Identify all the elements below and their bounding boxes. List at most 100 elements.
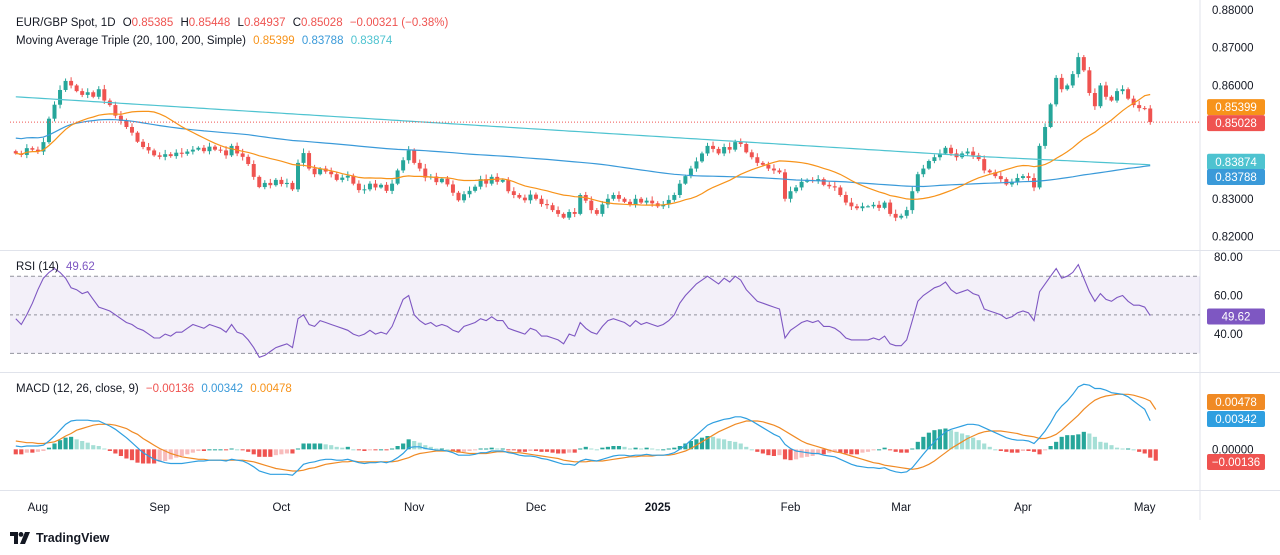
macd-histogram-bar [1054, 441, 1059, 450]
price-chart[interactable]: 0.880000.870000.860000.850000.840000.830… [0, 0, 1280, 250]
macd-histogram-bar [589, 448, 594, 450]
candle-body [168, 154, 173, 157]
candle-body [705, 145, 710, 154]
time-axis-tick: May [1134, 502, 1156, 514]
candle-body [473, 186, 478, 191]
time-axis-tick: 2025 [645, 502, 671, 514]
macd-histogram-bar [63, 437, 68, 450]
macd-histogram-bar [578, 448, 583, 450]
macd-chart-svg[interactable]: 0.00000 0.00478 0.00342 −0.00136 [0, 372, 1280, 490]
candle-body [965, 151, 970, 154]
candle-body [395, 170, 400, 184]
macd-histogram-bar [816, 449, 821, 455]
macd-histogram-bar [157, 449, 162, 462]
candle-body [212, 146, 217, 150]
macd-histogram-bar [1043, 449, 1048, 451]
candle-body [998, 176, 1003, 180]
ma-legend-label: Moving Average Triple (20, 100, 200, Sim… [16, 35, 246, 47]
macd-histogram-bar [699, 437, 705, 450]
macd-histogram-bar [246, 449, 251, 452]
macd-histogram-bar [500, 448, 505, 450]
candle-body [1020, 176, 1025, 178]
candle-body [224, 150, 229, 156]
macd-histogram-bar [152, 449, 157, 464]
macd-histogram-bar [323, 444, 328, 450]
candle-body [578, 195, 583, 214]
candle-body [13, 151, 18, 154]
candle-body [356, 183, 361, 191]
macd-signal-value: 0.00478 [250, 383, 292, 395]
time-axis-tick: Sep [149, 502, 169, 514]
macd-histogram-bar [888, 449, 893, 451]
macd-histogram-bar [1009, 449, 1014, 453]
candle-body [589, 200, 594, 211]
macd-histogram-bar [329, 445, 334, 450]
macd-histogram-bar [279, 449, 284, 455]
candle-body [788, 191, 793, 199]
candle-body [910, 191, 915, 211]
macd-histogram-bar [423, 445, 428, 450]
candle-body [439, 178, 444, 183]
macd-histogram-bar [1137, 449, 1142, 452]
candle-body [318, 168, 323, 175]
macd-histogram-bar [445, 449, 450, 451]
candle-body [1131, 98, 1136, 106]
candle-body [556, 210, 561, 214]
macd-histogram-bar [1109, 445, 1114, 450]
rsi-line [15, 263, 1151, 358]
candle-body [1015, 178, 1020, 182]
macd-histogram-bar [965, 435, 970, 450]
candle-body [694, 161, 699, 169]
candle-body [290, 182, 295, 190]
macd-histogram-bar [489, 447, 494, 450]
macd-histogram-bar [865, 449, 871, 452]
rsi-legend: RSI (14) 49.62 [16, 258, 99, 276]
candle-body [279, 179, 284, 185]
rsi-badge-bg [1207, 308, 1265, 325]
macd-histogram-bar [627, 448, 633, 450]
macd-histogram-bar [1070, 435, 1075, 450]
macd-histogram-bar [854, 449, 860, 455]
price-y-tick: 0.87000 [1212, 43, 1254, 55]
time-axis-svg[interactable]: Aug Sep Oct Nov Dec 2025 Feb Mar Apr May [0, 490, 1280, 520]
macd-histogram-bar [766, 449, 771, 456]
macd-histogram-bar [871, 449, 876, 451]
candle-body [284, 182, 289, 185]
macd-histogram-bar [284, 449, 290, 454]
price-chart-svg[interactable]: 0.880000.870000.860000.850000.840000.830… [0, 0, 1280, 250]
candle-body [91, 92, 96, 97]
candle-body [838, 187, 843, 195]
macd-histogram-bar [74, 439, 79, 450]
candle-body [982, 159, 987, 171]
price-legend: EUR/GBP Spot, 1D O0.85385 H0.85448 L0.84… [16, 14, 452, 32]
candles [13, 52, 1153, 222]
macd-chart[interactable]: 0.00000 0.00478 0.00342 −0.00136 [0, 372, 1280, 490]
candle-body [152, 150, 157, 156]
macd-badge-hist: −0.00136 [1207, 454, 1265, 470]
candle-body [572, 212, 577, 214]
macd-histogram-bar [257, 449, 262, 457]
macd-histogram-bar [467, 449, 472, 451]
macd-histogram-bar [550, 449, 555, 453]
candle-body [722, 147, 727, 154]
candle-body [500, 179, 505, 182]
macd-histogram-bar [24, 449, 29, 453]
candle-body [545, 204, 550, 206]
rsi-chart-svg[interactable]: 80.00 60.00 40.00 49.62 [0, 250, 1280, 372]
rsi-chart[interactable]: 80.00 60.00 40.00 49.62 [0, 250, 1280, 372]
candle-body [434, 176, 439, 183]
candle-body [760, 162, 765, 165]
candle-body [52, 104, 57, 119]
price-y-tick: 0.82000 [1212, 232, 1254, 244]
macd-histogram-bar [478, 448, 483, 450]
macd-histogram-bar [30, 449, 35, 453]
price-badge-ma200: 0.83874 [1207, 153, 1265, 170]
rsi-badge: 49.62 [1207, 308, 1265, 325]
candle-body [1004, 179, 1009, 185]
macd-histogram-bar [943, 428, 948, 450]
tradingview-brand[interactable]: TradingView [10, 529, 109, 547]
macd-histogram-bar [113, 449, 118, 454]
time-axis[interactable]: Aug Sep Oct Nov Dec 2025 Feb Mar Apr May [0, 490, 1280, 520]
macd-histogram-bar [561, 449, 566, 454]
macd-histogram-bar [340, 447, 345, 450]
